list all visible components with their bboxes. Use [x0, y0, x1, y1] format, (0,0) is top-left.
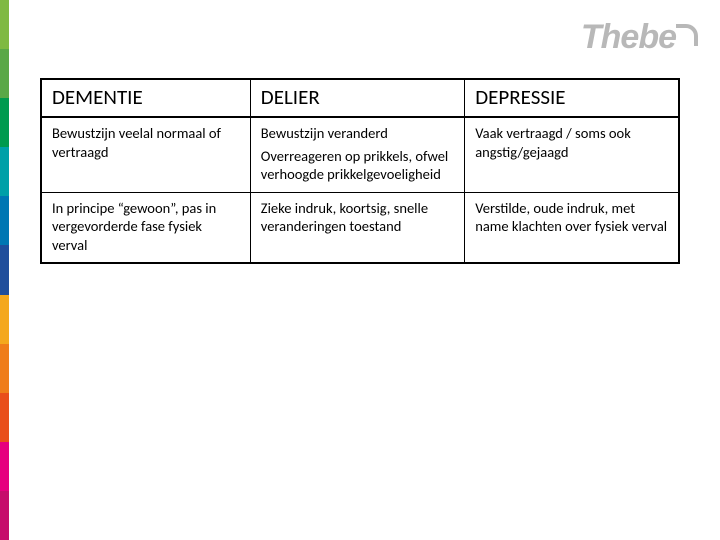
stripe	[0, 393, 9, 442]
stripe	[0, 491, 9, 540]
stripe	[0, 147, 9, 196]
stripe	[0, 442, 9, 491]
slide: Thebe DEMENTIE DELIER DEPRESSIE Bewustzi…	[0, 0, 720, 540]
cell-delier: Bewustzijn veranderd Overreageren op pri…	[250, 117, 464, 192]
cell-dementie: In principe “gewoon”, pas in vergevorder…	[41, 192, 250, 263]
stripe	[0, 98, 9, 147]
table-row: Bewustzijn veelal normaal of vertraagd B…	[41, 117, 679, 192]
stripe	[0, 0, 9, 49]
stripe	[0, 196, 9, 245]
column-header-dementie: DEMENTIE	[41, 79, 250, 117]
column-header-depressie: DEPRESSIE	[465, 79, 679, 117]
column-header-delier: DELIER	[250, 79, 464, 117]
comparison-table: DEMENTIE DELIER DEPRESSIE Bewustzijn vee…	[40, 78, 680, 264]
cell-delier: Zieke indruk, koortsig, snelle veranderi…	[250, 192, 464, 263]
cell-text: Zieke indruk, koortsig, snelle veranderi…	[261, 199, 454, 236]
cell-depressie: Verstilde, oude indruk, met name klachte…	[465, 192, 679, 263]
thebe-logo: Thebe	[581, 18, 676, 57]
cell-depressie: Vaak vertraagd / soms ook angstig/gejaag…	[465, 117, 679, 192]
stripe	[0, 245, 9, 294]
table-row: In principe “gewoon”, pas in vergevorder…	[41, 192, 679, 263]
cell-dementie: Bewustzijn veelal normaal of vertraagd	[41, 117, 250, 192]
stripe	[0, 295, 9, 344]
cell-text: Overreageren op prikkels, ofwel verhoogd…	[261, 147, 454, 184]
side-color-stripes	[0, 0, 9, 540]
cell-text: Bewustzijn veranderd	[261, 124, 454, 143]
stripe	[0, 49, 9, 98]
table-header-row: DEMENTIE DELIER DEPRESSIE	[41, 79, 679, 117]
stripe	[0, 344, 9, 393]
